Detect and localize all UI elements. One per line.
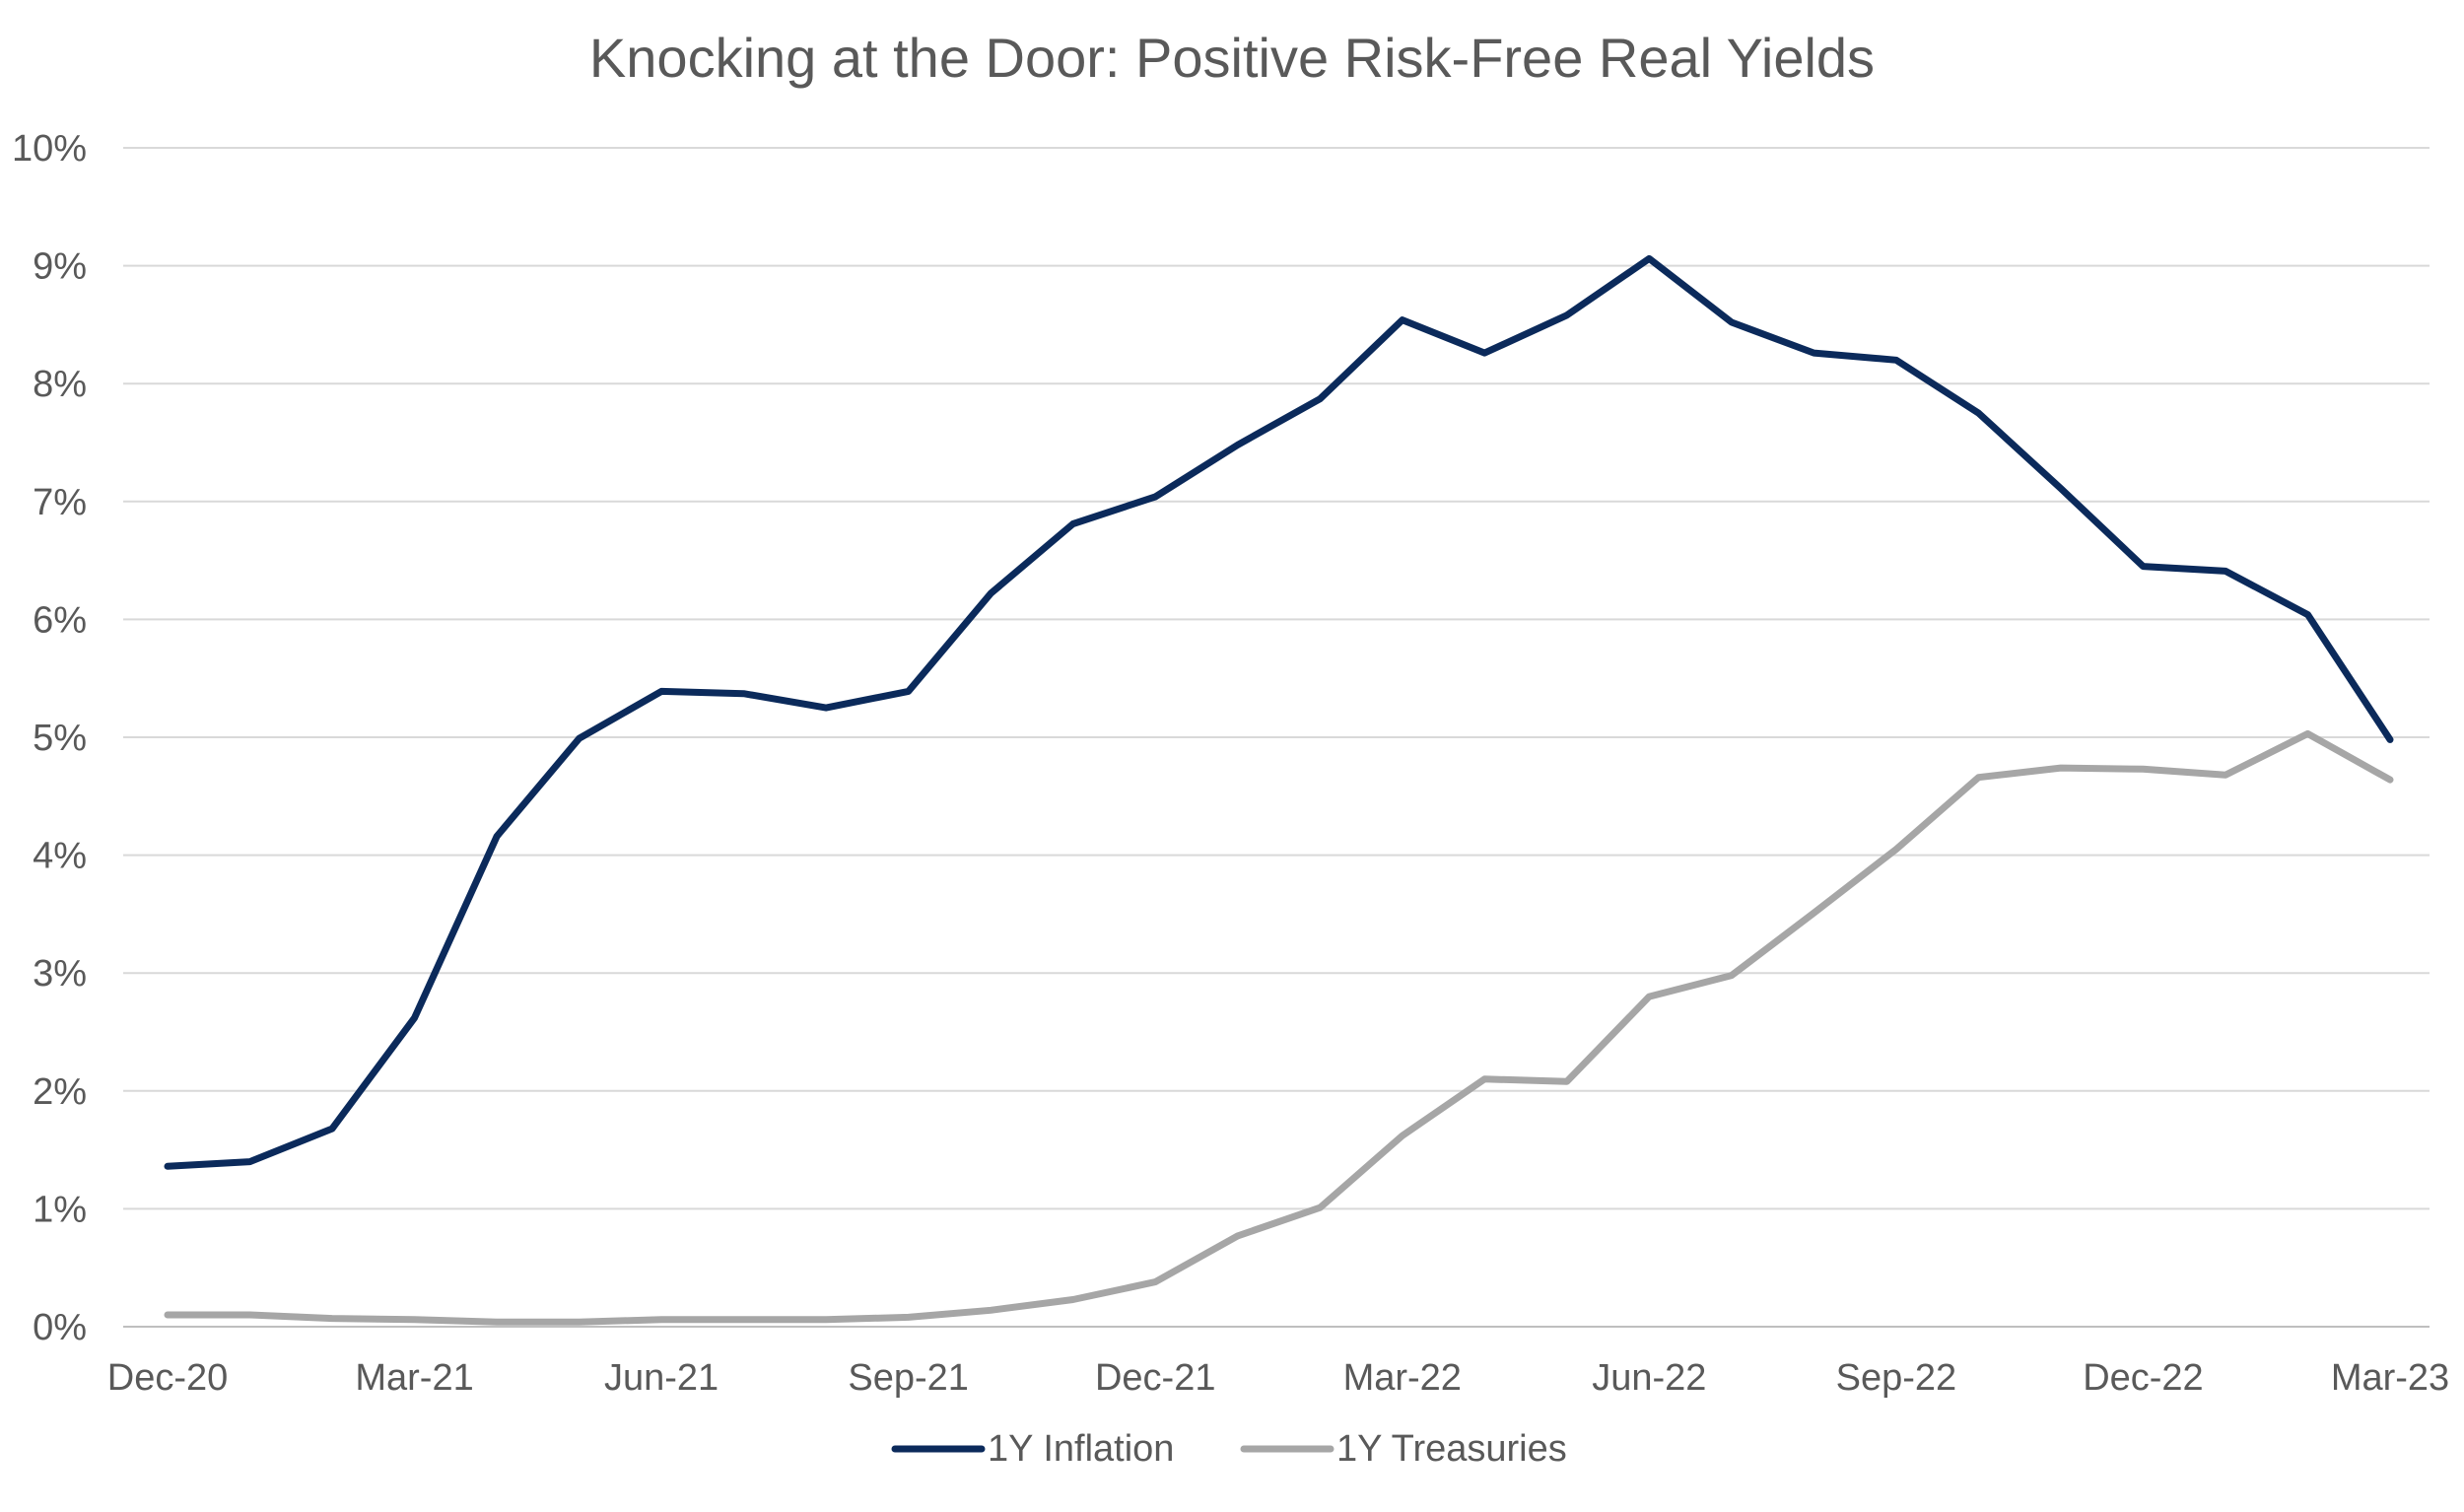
y-tick-label: 1% — [33, 1189, 87, 1230]
x-tick-label: Sep-22 — [1836, 1357, 1957, 1399]
x-tick-label: Dec-21 — [1095, 1357, 1216, 1399]
x-axis-tick-labels: Dec-20 Mar-21 Jun-21 Sep-21 Dec-21 Mar-22 Jun-… — [107, 1357, 2449, 1399]
y-tick-label: 7% — [33, 482, 87, 523]
x-tick-label: Dec-20 — [107, 1357, 229, 1399]
y-tick-label: 3% — [33, 953, 87, 995]
y-tick-label: 8% — [33, 364, 87, 405]
y-tick-label: 5% — [33, 718, 87, 759]
y-tick-label: 6% — [33, 599, 87, 641]
x-tick-label: Mar-23 — [2331, 1357, 2449, 1399]
y-tick-label: 10% — [12, 128, 87, 170]
series-line-1y-inflation — [164, 254, 2394, 1170]
x-tick-label: Mar-21 — [355, 1357, 473, 1399]
y-axis-tick-labels: 0% 1% 2% 3% 4% 5% 6% 7% 8% 9% 10% — [12, 128, 87, 1348]
chart-title: Knocking at the Door: Positive Risk-Free… — [589, 27, 1875, 89]
y-tick-label: 4% — [33, 836, 87, 877]
x-tick-label: Sep-21 — [848, 1357, 969, 1399]
gridlines — [123, 147, 2430, 1328]
y-tick-label: 9% — [33, 246, 87, 288]
legend-label: 1Y Inflation — [988, 1428, 1174, 1470]
x-tick-label: Dec-22 — [2083, 1357, 2204, 1399]
x-tick-label: Jun-21 — [604, 1357, 719, 1399]
y-tick-label: 2% — [33, 1071, 87, 1113]
series-lines — [164, 254, 2394, 1326]
series-line-1y-treasuries — [164, 729, 2394, 1326]
x-tick-label: Jun-22 — [1592, 1357, 1706, 1399]
x-tick-label: Mar-22 — [1343, 1357, 1462, 1399]
legend: 1Y Inflation 1Y Treasuries — [891, 1428, 1567, 1470]
legend-label: 1Y Treasuries — [1336, 1428, 1567, 1470]
y-tick-label: 0% — [33, 1307, 87, 1348]
